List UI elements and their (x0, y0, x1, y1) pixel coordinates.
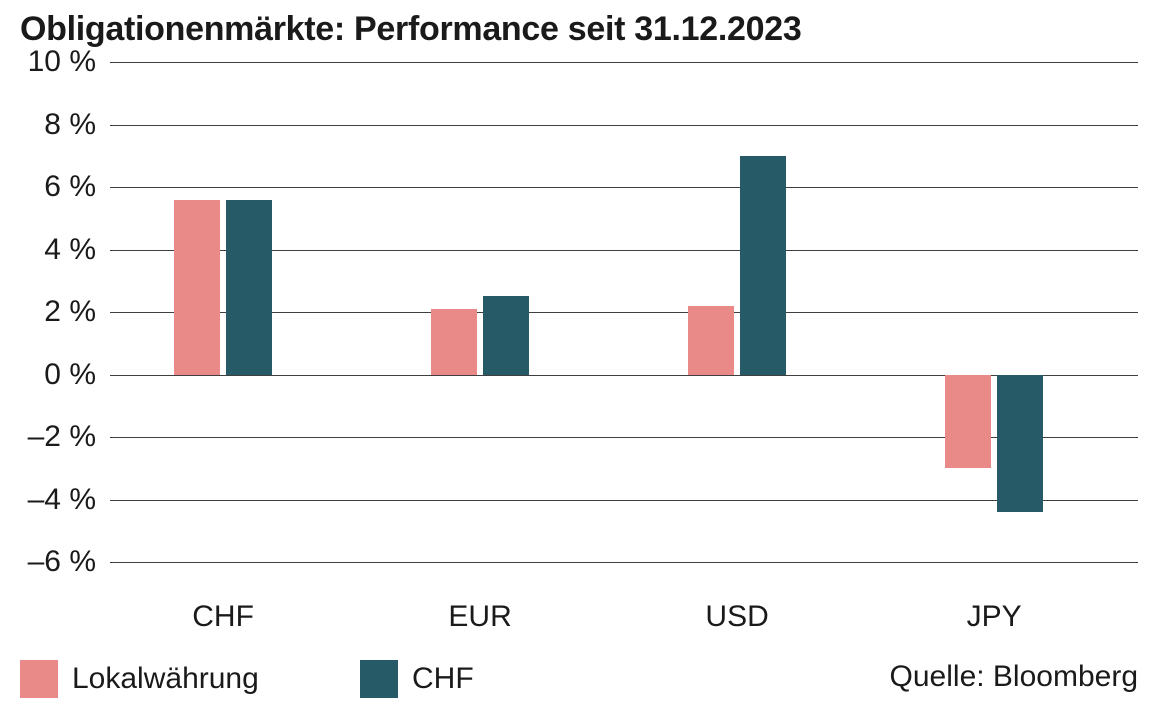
gridline (110, 62, 1138, 63)
x-tick-label: USD (705, 600, 768, 634)
x-tick-label: CHF (192, 600, 254, 634)
x-tick-label: EUR (448, 600, 511, 634)
bar (740, 156, 786, 375)
legend-swatch-chf (360, 660, 398, 698)
bar (431, 309, 477, 375)
gridline (110, 500, 1138, 501)
plot-area: –6 %–4 %–2 %0 %2 %4 %6 %8 %10 % (110, 62, 1138, 562)
chart-title: Obligationenmärkte: Performance seit 31.… (20, 10, 1148, 49)
y-tick-label: 4 % (44, 233, 110, 267)
bar (174, 200, 220, 375)
y-tick-label: 8 % (44, 108, 110, 142)
y-tick-label: –6 % (28, 545, 110, 579)
y-tick-label: –2 % (28, 420, 110, 454)
gridline (110, 187, 1138, 188)
y-tick-label: 2 % (44, 295, 110, 329)
x-tick-label: JPY (967, 600, 1022, 634)
legend-label-chf: CHF (412, 662, 474, 696)
bar (226, 200, 272, 375)
legend-item-chf: CHF (360, 660, 474, 698)
bar (997, 375, 1043, 513)
bar (483, 296, 529, 374)
gridline (110, 125, 1138, 126)
legend-swatch-lokalwaehrung (20, 660, 58, 698)
y-tick-label: 10 % (28, 45, 110, 79)
legend-item-lokalwaehrung: Lokalwährung (20, 660, 259, 698)
y-tick-label: 6 % (44, 170, 110, 204)
bar (688, 306, 734, 375)
y-tick-label: 0 % (44, 358, 110, 392)
chart-container: Obligationenmärkte: Performance seit 31.… (0, 0, 1168, 702)
legend-label-lokalwaehrung: Lokalwährung (72, 662, 259, 696)
gridline (110, 562, 1138, 563)
y-tick-label: –4 % (28, 483, 110, 517)
bar (945, 375, 991, 469)
source-attribution: Quelle: Bloomberg (890, 660, 1138, 694)
